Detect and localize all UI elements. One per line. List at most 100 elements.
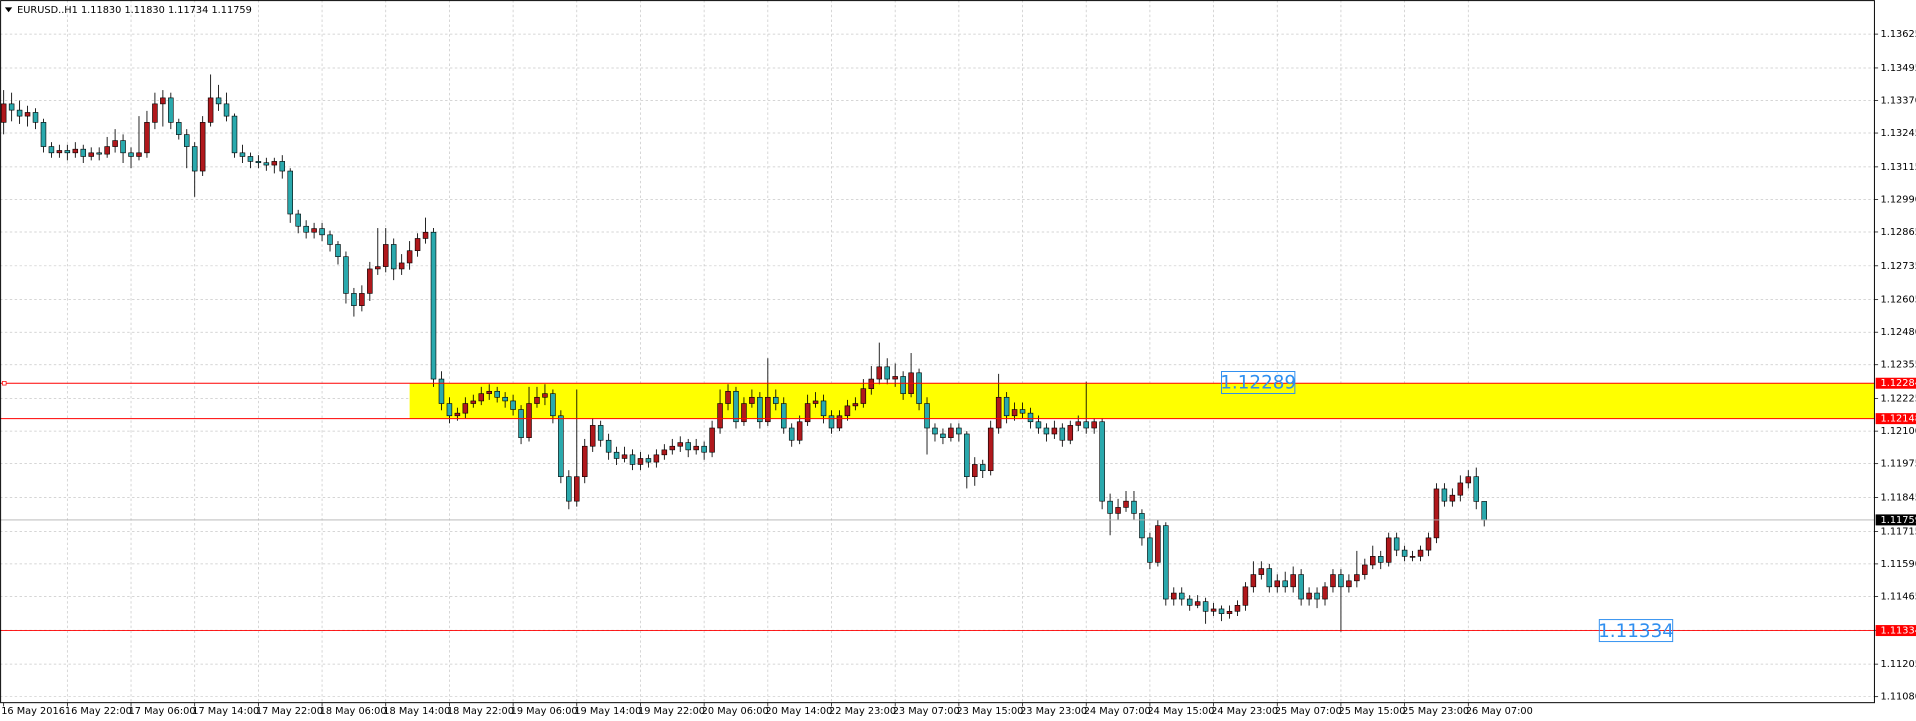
candle-body [932,427,938,435]
candle-body [430,231,437,380]
candle-body [1115,507,1121,514]
candle-body [1274,580,1281,588]
price-label-bg [1875,413,1916,425]
candle-body [1409,556,1416,558]
candle-body [510,400,516,410]
y-tick-label: 1.13115 [1881,162,1916,173]
candle-body [1019,409,1026,414]
candle-body [438,378,445,404]
annotation-text: 1.11334 [1598,621,1674,642]
x-tick-label: 23 May 15:00 [956,706,1023,717]
candle-body [1425,537,1432,551]
x-tick-label: 19 May 06:00 [511,706,578,717]
y-tick-label: 1.11845 [1881,493,1916,504]
candle-body [892,376,898,380]
candle-body [319,228,325,236]
candle-body [335,244,341,258]
candle-body [1306,592,1312,600]
candle-body [1298,574,1304,600]
candle-body [1330,574,1336,588]
candle-body [773,396,779,404]
candle-body [1051,427,1058,435]
candle-body [80,148,87,157]
candle-body [390,244,397,270]
x-tick-label: 19 May 14:00 [574,706,641,717]
candle-body [725,390,731,404]
candle-body [526,403,532,438]
candle-body [884,366,890,380]
candle-body [1250,574,1257,588]
candle-body [669,445,676,451]
candle-body [1186,598,1193,606]
candle-body [812,400,819,404]
candle-body [486,390,492,394]
candle-body [1441,488,1448,502]
candle-body [972,464,978,477]
candle-body [1370,556,1376,566]
candle-body [900,376,906,394]
candle-body [303,225,309,233]
x-tick-label: 18 May 22:00 [447,706,514,717]
candle-body [1083,421,1089,429]
candle-body [8,103,15,111]
candle-body [780,403,787,429]
candle-body [478,393,485,402]
annotation: 1.11334 [1598,619,1674,643]
candle-body [1131,500,1137,514]
candle-body [16,109,23,117]
candle-body [653,454,660,463]
price-label: 1.11334 [1881,626,1916,637]
line-anchor [2,381,7,386]
price-label: 1.12148 [1881,414,1916,425]
candle-body [701,445,707,453]
candle-body [1171,592,1177,600]
candle-body [629,454,636,465]
x-tick-label: 22 May 23:00 [829,706,896,717]
x-tick-label: 25 May 15:00 [1338,706,1405,717]
x-tick-label: 24 May 15:00 [1147,706,1214,717]
candle-body [56,150,63,154]
menu-arrow[interactable] [4,7,13,13]
y-tick-label: 1.11975 [1881,459,1916,470]
candle-body [804,403,811,423]
candle-body [605,439,612,453]
candle-body [550,393,556,417]
annotation-box [1221,371,1296,394]
overlay [0,381,1875,632]
candle-body [581,445,588,477]
candle-body [1338,574,1344,588]
candle-body [924,403,930,429]
candle-body [422,231,429,239]
candle-body [398,262,405,270]
candle-body [733,390,739,423]
candle-body [1091,421,1097,429]
candle-body [1290,574,1296,588]
candle-body [311,228,317,233]
candle-body [995,396,1002,429]
y-tick-label: 1.11205 [1881,659,1916,670]
candle-body [709,427,715,453]
x-tick-label: 23 May 23:00 [1020,706,1087,717]
x-tick-label: 25 May 23:00 [1402,706,1469,717]
candle-body [1178,592,1185,600]
candle-body [263,162,270,166]
candle-body [382,244,389,267]
candle-body [613,451,620,459]
annotation-box [1598,619,1674,643]
candle-body [351,293,357,306]
candle-body [470,400,477,404]
candle-body [1465,476,1472,484]
chart-title: EURUSD..H1 1.11830 1.11830 1.11734 1.117… [17,5,252,16]
candle-body [104,146,110,155]
candle-body [1314,592,1320,600]
y-tick-label: 1.11715 [1881,526,1916,537]
candle-body [844,405,851,417]
candle-body [375,266,381,270]
bid-label: 1.11759 [1881,515,1916,526]
candle-body [677,442,684,447]
x-tick-label: 24 May 23:00 [1211,706,1278,717]
x-tick-label: 26 May 07:00 [1466,706,1533,717]
y-tick-label: 1.12355 [1881,360,1916,371]
candle-body [574,476,580,502]
candle-body [1059,427,1066,441]
